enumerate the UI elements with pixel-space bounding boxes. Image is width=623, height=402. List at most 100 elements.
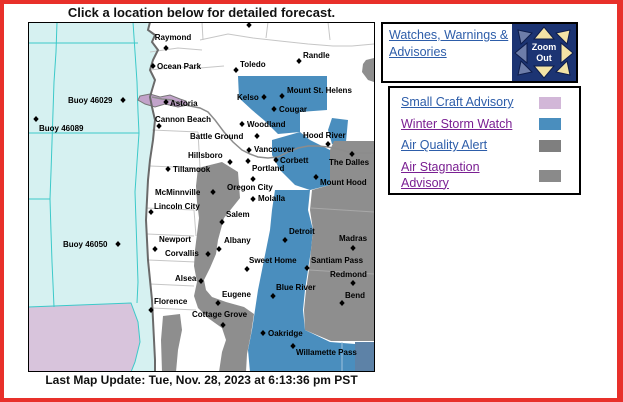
city-marker[interactable] <box>115 241 121 247</box>
city-marker[interactable] <box>245 158 251 164</box>
city-marker[interactable] <box>261 94 267 100</box>
small-craft-advisory-link[interactable]: Small Craft Advisory <box>401 95 514 109</box>
city-marker[interactable] <box>210 189 216 195</box>
city-label[interactable]: Buoy 46050 <box>63 240 108 249</box>
city-label[interactable]: Mount St. Helens <box>287 86 352 95</box>
city-label[interactable]: Eugene <box>222 290 251 299</box>
city-label[interactable]: Redmond <box>330 270 367 279</box>
pan-down-left-icon[interactable] <box>517 59 534 76</box>
city-label[interactable]: Newport <box>159 235 191 244</box>
city-label[interactable]: Raymond <box>155 33 192 42</box>
city-marker[interactable] <box>220 322 226 328</box>
winter-storm-watch-region[interactable] <box>238 76 327 134</box>
city-marker[interactable] <box>250 196 256 202</box>
city-label[interactable]: The Dalles <box>329 158 370 167</box>
city-label[interactable]: McMinnville <box>155 188 201 197</box>
city-marker[interactable] <box>219 219 225 225</box>
city-label[interactable]: Blue River <box>276 283 316 292</box>
city-label[interactable]: Oregon City <box>227 183 273 192</box>
city-marker[interactable] <box>244 266 250 272</box>
ocean-area[interactable] <box>28 22 158 372</box>
city-marker[interactable] <box>163 99 169 105</box>
winter-storm-watch-region-dim[interactable] <box>355 342 374 372</box>
city-marker[interactable] <box>339 300 345 306</box>
city-marker[interactable] <box>250 176 256 182</box>
city-label[interactable]: Salem <box>226 210 250 219</box>
pan-up-icon[interactable] <box>532 26 556 40</box>
city-marker[interactable] <box>215 300 221 306</box>
city-label[interactable]: Cougar <box>279 105 307 114</box>
city-marker[interactable] <box>216 246 222 252</box>
city-label[interactable]: Alsea <box>175 274 197 283</box>
city-label[interactable]: Bend <box>345 291 365 300</box>
city-label[interactable]: Buoy 46029 <box>68 96 113 105</box>
city-label[interactable]: Hillsboro <box>188 151 223 160</box>
city-label[interactable]: Randle <box>303 51 330 60</box>
city-marker[interactable] <box>246 147 252 153</box>
city-label[interactable]: Willamette Pass <box>296 348 357 357</box>
city-label[interactable]: Toledo <box>240 60 266 69</box>
city-marker[interactable] <box>304 265 310 271</box>
city-label[interactable]: Mount Hood <box>320 178 367 187</box>
city-label[interactable]: Molalla <box>258 194 286 203</box>
city-marker[interactable] <box>233 67 239 73</box>
city-label[interactable]: Portland <box>252 164 285 173</box>
city-label[interactable]: Battle Ground <box>190 132 243 141</box>
city-marker[interactable] <box>198 278 204 284</box>
city-label[interactable]: Florence <box>154 297 188 306</box>
pan-up-right-icon[interactable] <box>554 29 571 46</box>
city-label[interactable]: Corvallis <box>165 249 199 258</box>
city-label[interactable]: Lincoln City <box>154 202 200 211</box>
city-label[interactable]: Madras <box>339 234 368 243</box>
city-label[interactable]: Tillamook <box>173 165 211 174</box>
city-marker[interactable] <box>260 330 266 336</box>
city-marker[interactable] <box>350 280 356 286</box>
city-marker[interactable] <box>205 251 211 257</box>
city-marker[interactable] <box>350 245 356 251</box>
winter-storm-watch-region[interactable] <box>328 118 348 144</box>
city-marker[interactable] <box>227 159 233 165</box>
city-label[interactable]: Santiam Pass <box>311 256 364 265</box>
pan-up-left-icon[interactable] <box>517 29 534 46</box>
winter-storm-watch-link[interactable]: Winter Storm Watch <box>401 116 513 131</box>
air-stagnation-coastal-region[interactable] <box>161 314 182 372</box>
city-marker[interactable] <box>325 141 331 147</box>
winter-storm-watch-region[interactable] <box>248 190 355 372</box>
air-quality-alert-link[interactable]: Air Quality Alert <box>401 138 488 153</box>
zoom-out-label-line1[interactable]: Zoom <box>532 42 557 52</box>
city-marker[interactable] <box>313 174 319 180</box>
city-label[interactable]: Vancouver <box>254 145 294 154</box>
city-marker[interactable] <box>270 293 276 299</box>
city-label[interactable]: Buoy 46089 <box>39 124 84 133</box>
pan-down-right-icon[interactable] <box>554 59 571 76</box>
city-label[interactable]: Cottage Grove <box>192 310 248 319</box>
city-label[interactable]: Albany <box>224 236 251 245</box>
watches-warnings-advisories-link[interactable]: Watches, Warnings & Advisories <box>389 28 509 59</box>
zoom-pan-control[interactable]: Zoom Out <box>512 24 576 81</box>
city-label[interactable]: Woodland <box>247 120 286 129</box>
small-craft-advisory-region[interactable] <box>27 302 141 373</box>
city-label[interactable]: Oakridge <box>268 329 303 338</box>
city-marker[interactable] <box>33 116 39 122</box>
city-marker[interactable] <box>349 151 355 157</box>
city-label[interactable]: Ocean Park <box>157 62 202 71</box>
city-label[interactable]: Sweet Home <box>249 256 297 265</box>
city-marker[interactable] <box>163 45 169 51</box>
unlabeled-marker[interactable] <box>246 22 252 28</box>
zoom-out-label-line2[interactable]: Out <box>536 53 552 63</box>
city-marker[interactable] <box>273 157 279 163</box>
city-label[interactable]: Astoria <box>170 99 198 108</box>
map-canvas[interactable]: Raymond Ocean Park Randle Toledo Kelso Mount … <box>27 21 375 373</box>
city-marker[interactable] <box>239 121 245 127</box>
city-label[interactable]: Kelso <box>237 93 259 102</box>
city-marker[interactable] <box>282 237 288 243</box>
air-stagnation-advisory-link[interactable]: Air Stagnation Advisory <box>401 159 480 190</box>
pan-right-icon[interactable] <box>560 41 574 65</box>
city-marker[interactable] <box>120 97 126 103</box>
city-label[interactable]: Hood River <box>303 131 346 140</box>
city-label[interactable]: Cannon Beach <box>155 115 211 124</box>
pan-down-icon[interactable] <box>532 65 556 79</box>
city-marker[interactable] <box>279 93 285 99</box>
city-marker[interactable] <box>156 123 162 129</box>
air-stagnation-region[interactable] <box>194 162 254 372</box>
